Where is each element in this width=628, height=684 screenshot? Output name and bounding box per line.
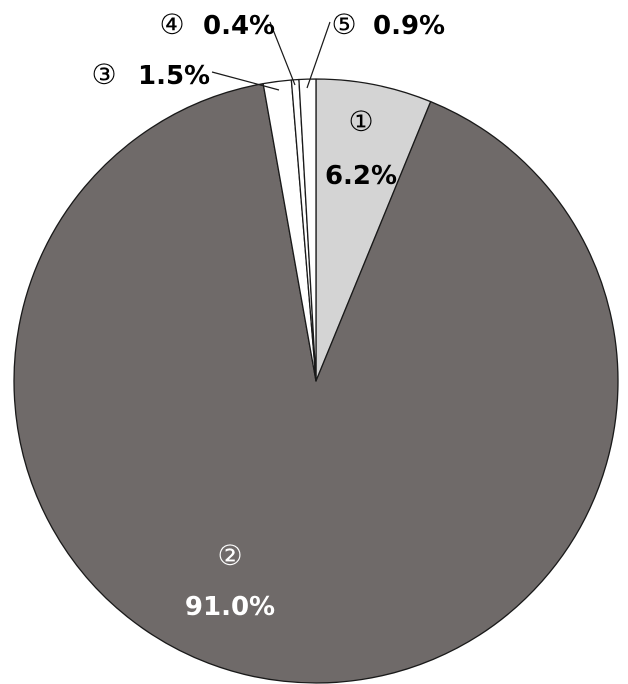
slice-4-value-label: 0.4%: [203, 11, 275, 41]
slice-1-value-label: 6.2%: [325, 161, 397, 191]
slice-5-marker: ⑤: [331, 8, 356, 41]
slice-5-value-label: 0.9%: [373, 11, 445, 41]
leader-lines: [211, 21, 331, 91]
slice-5-leader-line: [306, 21, 331, 89]
slice-4-marker: ④: [159, 8, 184, 41]
pie-slice-1: [315, 78, 432, 382]
pie-slice-2: [13, 83, 619, 684]
pie-slices: [13, 78, 619, 684]
slice-1-marker: ①: [348, 105, 373, 138]
slice-3-value-label: 1.5%: [138, 61, 210, 91]
pie-slice-5: [298, 78, 317, 382]
slice-3-leader-line: [211, 71, 280, 91]
slice-4-leader-line: [269, 21, 296, 86]
slice-2-marker: ②: [217, 539, 242, 572]
slice-2-value-label: 91.0%: [185, 592, 275, 622]
slice-3-marker: ③: [91, 58, 116, 91]
